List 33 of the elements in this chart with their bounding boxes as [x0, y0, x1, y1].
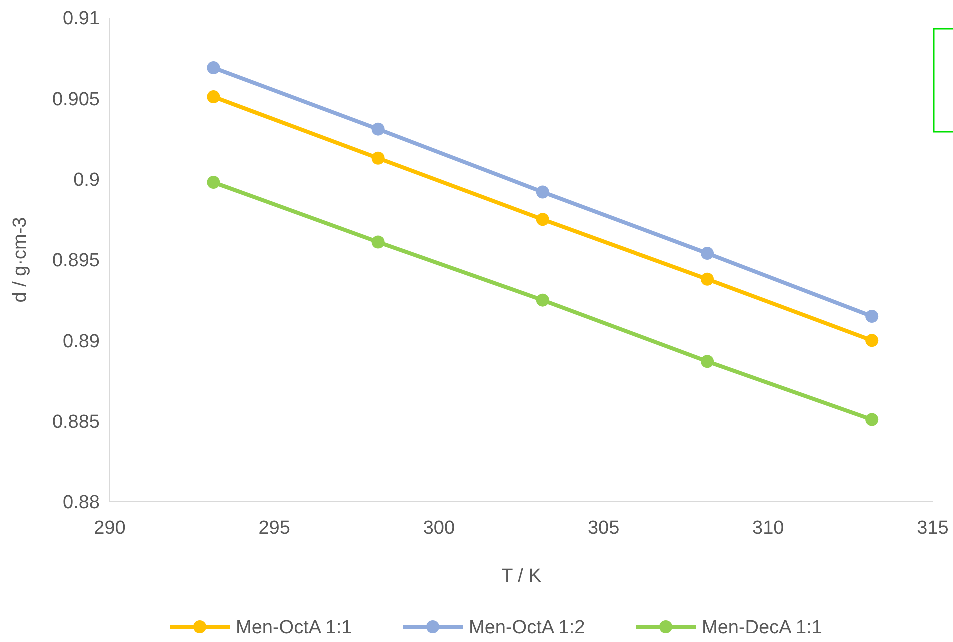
point: [866, 334, 879, 348]
legend-label: Men-OctA 1:1: [236, 618, 352, 639]
x-axis-title: T / K: [502, 566, 542, 587]
point: [536, 213, 550, 226]
x-tick-label: 290: [94, 518, 126, 539]
point: [207, 90, 220, 104]
point: [372, 236, 385, 249]
point: [207, 176, 220, 190]
y-tick-label: 0.885: [52, 412, 100, 433]
y-tick-label: 0.88: [63, 492, 100, 514]
x-tick-label: 305: [588, 518, 620, 539]
y-tick-label: 0.91: [63, 8, 100, 30]
point: [372, 152, 385, 165]
y-axis-title: d / g·cm-3: [10, 217, 31, 303]
legend-label: Men-OctA 1:2: [469, 618, 586, 639]
legend-label: Men-DecA 1:1: [702, 618, 822, 639]
x-tick-label: 300: [423, 518, 456, 539]
point: [207, 62, 220, 75]
point: [701, 355, 714, 368]
point: [536, 294, 550, 307]
x-tick-label: 310: [752, 518, 784, 539]
y-tick-label: 0.9: [74, 170, 100, 191]
point: [536, 186, 550, 199]
y-tick-label: 0.89: [63, 331, 100, 352]
y-tick-label: 0.895: [52, 250, 100, 272]
x-tick-label: 315: [917, 518, 949, 539]
y-tick-label: 0.905: [52, 89, 100, 110]
point: [372, 122, 385, 136]
point: [866, 413, 879, 426]
point: [866, 310, 879, 323]
point: [701, 247, 714, 260]
x-tick-label: 295: [258, 518, 290, 539]
point: [701, 272, 714, 286]
